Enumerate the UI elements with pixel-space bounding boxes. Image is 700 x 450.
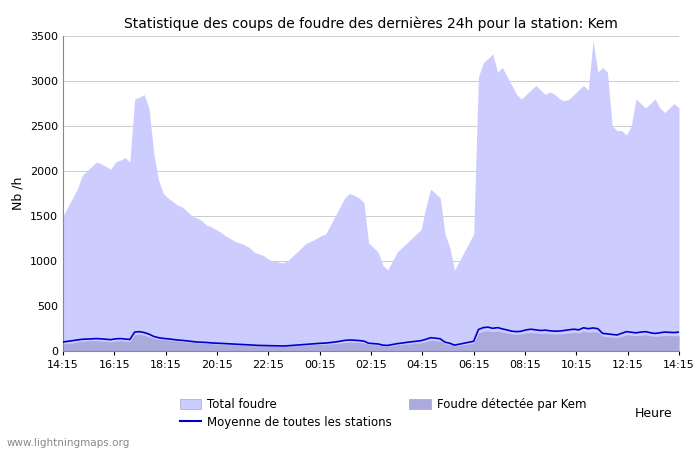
Title: Statistique des coups de foudre des dernières 24h pour la station: Kem: Statistique des coups de foudre des dern… [124,16,618,31]
Legend: Total foudre, Moyenne de toutes les stations, Foudre détectée par Kem: Total foudre, Moyenne de toutes les stat… [180,398,586,428]
Y-axis label: Nb /h: Nb /h [11,177,25,210]
Text: Heure: Heure [634,407,672,420]
Text: www.lightningmaps.org: www.lightningmaps.org [7,438,130,448]
